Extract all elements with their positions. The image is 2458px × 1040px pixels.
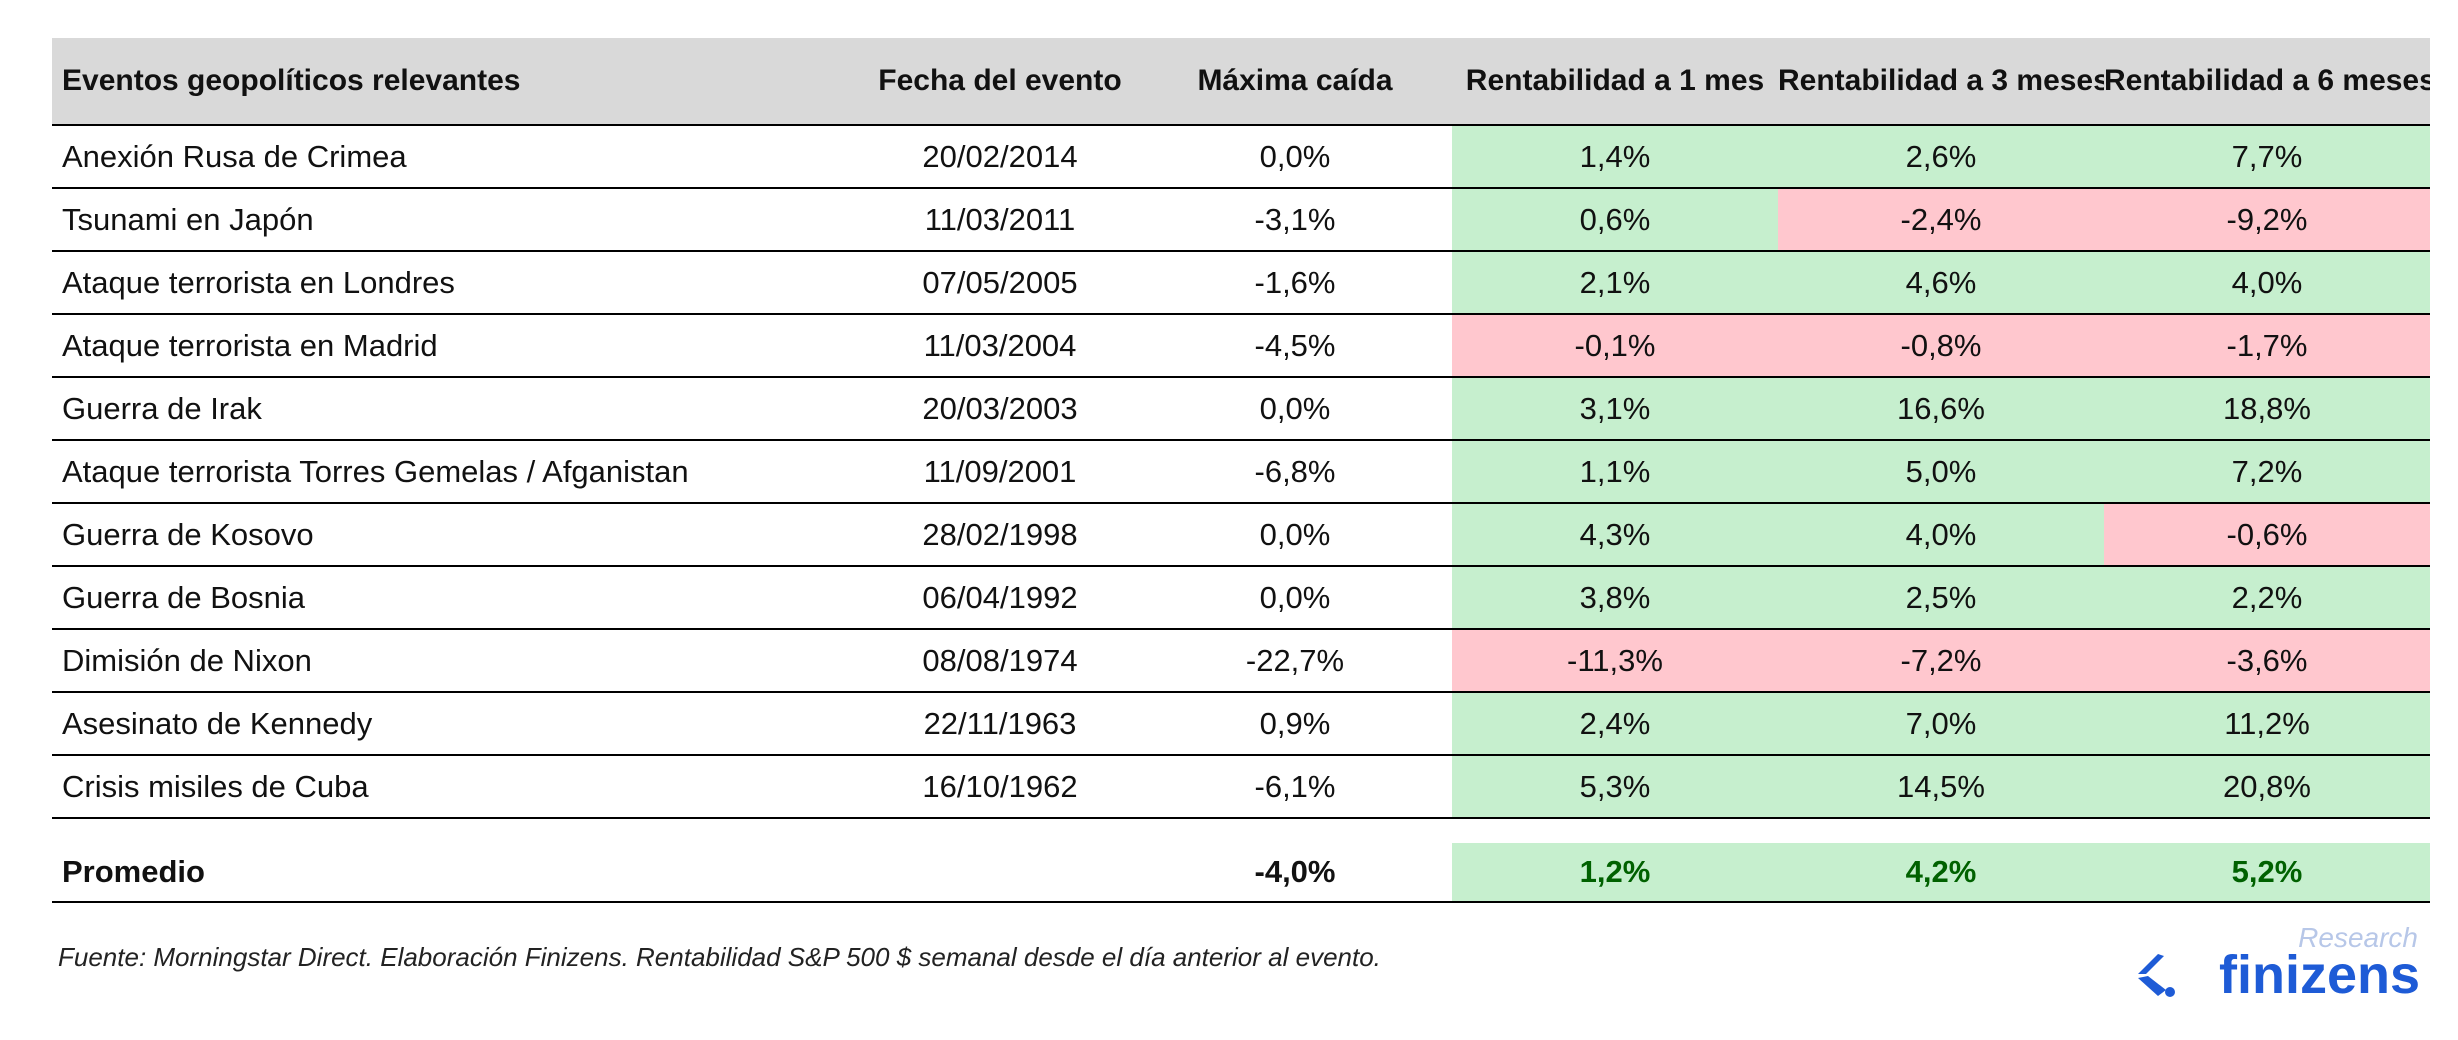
average-date	[862, 843, 1138, 903]
return-3m-cell: -2,4%	[1778, 188, 2104, 252]
return-1m-cell: 3,1%	[1452, 377, 1778, 441]
event-name: Guerra de Kosovo	[52, 503, 862, 567]
average-return-3m: 4,2%	[1778, 843, 2104, 903]
max-drop-cell: 0,0%	[1138, 125, 1452, 189]
return-1m-cell: 1,1%	[1452, 440, 1778, 504]
table-row: Guerra de Kosovo 28/02/1998 0,0% 4,3% 4,…	[52, 503, 2430, 567]
return-1m-cell: 4,3%	[1452, 503, 1778, 567]
header-return-1m: Rentabilidad a 1 mes	[1452, 38, 1778, 126]
table-row: Asesinato de Kennedy 22/11/1963 0,9% 2,4…	[52, 692, 2430, 756]
max-drop-cell: -1,6%	[1138, 251, 1452, 315]
average-max-drop: -4,0%	[1138, 843, 1452, 903]
table-header-row: Eventos geopolíticos relevantes Fecha de…	[52, 38, 2430, 126]
table-row: Ataque terrorista en Londres 07/05/2005 …	[52, 251, 2430, 315]
return-1m-cell: 2,4%	[1452, 692, 1778, 756]
table-row: Tsunami en Japón 11/03/2011 -3,1% 0,6% -…	[52, 188, 2430, 252]
logo-wordmark: finizens	[2218, 945, 2420, 1005]
max-drop-cell: -3,1%	[1138, 188, 1452, 252]
event-date: 20/03/2003	[862, 377, 1138, 441]
max-drop-cell: 0,0%	[1138, 503, 1452, 567]
max-drop-cell: -6,8%	[1138, 440, 1452, 504]
return-6m-cell: -9,2%	[2104, 188, 2430, 252]
header-event: Eventos geopolíticos relevantes	[52, 38, 862, 126]
event-name: Ataque terrorista Torres Gemelas / Afgan…	[52, 440, 862, 504]
finizens-logo-icon	[2138, 954, 2175, 997]
table-row: Guerra de Irak 20/03/2003 0,0% 3,1% 16,6…	[52, 377, 2430, 441]
event-name: Ataque terrorista en Madrid	[52, 314, 862, 378]
event-date: 28/02/1998	[862, 503, 1138, 567]
header-return-6m: Rentabilidad a 6 meses	[2104, 38, 2430, 126]
header-date: Fecha del evento	[862, 38, 1138, 126]
event-name: Guerra de Bosnia	[52, 566, 862, 630]
event-date: 07/05/2005	[862, 251, 1138, 315]
table-spacer	[52, 818, 2430, 843]
return-1m-cell: 2,1%	[1452, 251, 1778, 315]
return-6m-cell: 4,0%	[2104, 251, 2430, 315]
table-row: Ataque terrorista en Madrid 11/03/2004 -…	[52, 314, 2430, 378]
return-3m-cell: -0,8%	[1778, 314, 2104, 378]
average-row: Promedio -4,0% 1,2% 4,2% 5,2%	[52, 843, 2430, 903]
return-3m-cell: -7,2%	[1778, 629, 2104, 693]
average-return-1m: 1,2%	[1452, 843, 1778, 903]
geopolitical-events-table: Eventos geopolíticos relevantes Fecha de…	[52, 38, 2430, 903]
average-label: Promedio	[52, 843, 862, 903]
return-6m-cell: 7,2%	[2104, 440, 2430, 504]
return-6m-cell: 20,8%	[2104, 755, 2430, 819]
return-3m-cell: 2,5%	[1778, 566, 2104, 630]
return-3m-cell: 14,5%	[1778, 755, 2104, 819]
event-name: Anexión Rusa de Crimea	[52, 125, 862, 189]
return-1m-cell: 3,8%	[1452, 566, 1778, 630]
table-row: Dimisión de Nixon 08/08/1974 -22,7% -11,…	[52, 629, 2430, 693]
table-row: Ataque terrorista Torres Gemelas / Afgan…	[52, 440, 2430, 504]
event-date: 22/11/1963	[862, 692, 1138, 756]
return-1m-cell: 1,4%	[1452, 125, 1778, 189]
event-date: 06/04/1992	[862, 566, 1138, 630]
event-name: Dimisión de Nixon	[52, 629, 862, 693]
return-6m-cell: -3,6%	[2104, 629, 2430, 693]
table-row: Crisis misiles de Cuba 16/10/1962 -6,1% …	[52, 755, 2430, 819]
return-1m-cell: -0,1%	[1452, 314, 1778, 378]
logo-tagline: Research	[2298, 922, 2418, 953]
event-name: Ataque terrorista en Londres	[52, 251, 862, 315]
finizens-logo: Research finizens	[2130, 922, 2430, 1005]
return-6m-cell: 2,2%	[2104, 566, 2430, 630]
return-1m-cell: 0,6%	[1452, 188, 1778, 252]
return-3m-cell: 16,6%	[1778, 377, 2104, 441]
return-6m-cell: 18,8%	[2104, 377, 2430, 441]
event-date: 08/08/1974	[862, 629, 1138, 693]
return-6m-cell: -1,7%	[2104, 314, 2430, 378]
header-max-drop: Máxima caída	[1138, 38, 1452, 126]
max-drop-cell: -6,1%	[1138, 755, 1452, 819]
return-3m-cell: 7,0%	[1778, 692, 2104, 756]
max-drop-cell: -4,5%	[1138, 314, 1452, 378]
event-name: Guerra de Irak	[52, 377, 862, 441]
header-return-3m: Rentabilidad a 3 meses	[1778, 38, 2104, 126]
return-3m-cell: 5,0%	[1778, 440, 2104, 504]
event-date: 11/03/2004	[862, 314, 1138, 378]
return-1m-cell: 5,3%	[1452, 755, 1778, 819]
max-drop-cell: -22,7%	[1138, 629, 1452, 693]
return-6m-cell: 7,7%	[2104, 125, 2430, 189]
event-name: Crisis misiles de Cuba	[52, 755, 862, 819]
return-3m-cell: 4,0%	[1778, 503, 2104, 567]
return-1m-cell: -11,3%	[1452, 629, 1778, 693]
table-row: Anexión Rusa de Crimea 20/02/2014 0,0% 1…	[52, 125, 2430, 189]
source-footnote: Fuente: Morningstar Direct. Elaboración …	[58, 942, 1381, 972]
return-6m-cell: -0,6%	[2104, 503, 2430, 567]
return-3m-cell: 4,6%	[1778, 251, 2104, 315]
table-row: Guerra de Bosnia 06/04/1992 0,0% 3,8% 2,…	[52, 566, 2430, 630]
event-date: 11/03/2011	[862, 188, 1138, 252]
max-drop-cell: 0,0%	[1138, 377, 1452, 441]
max-drop-cell: 0,9%	[1138, 692, 1452, 756]
return-3m-cell: 2,6%	[1778, 125, 2104, 189]
event-date: 11/09/2001	[862, 440, 1138, 504]
return-6m-cell: 11,2%	[2104, 692, 2430, 756]
event-name: Tsunami en Japón	[52, 188, 862, 252]
max-drop-cell: 0,0%	[1138, 566, 1452, 630]
table-body: Anexión Rusa de Crimea 20/02/2014 0,0% 1…	[52, 125, 2430, 903]
event-date: 20/02/2014	[862, 125, 1138, 189]
event-date: 16/10/1962	[862, 755, 1138, 819]
average-return-6m: 5,2%	[2104, 843, 2430, 903]
event-name: Asesinato de Kennedy	[52, 692, 862, 756]
